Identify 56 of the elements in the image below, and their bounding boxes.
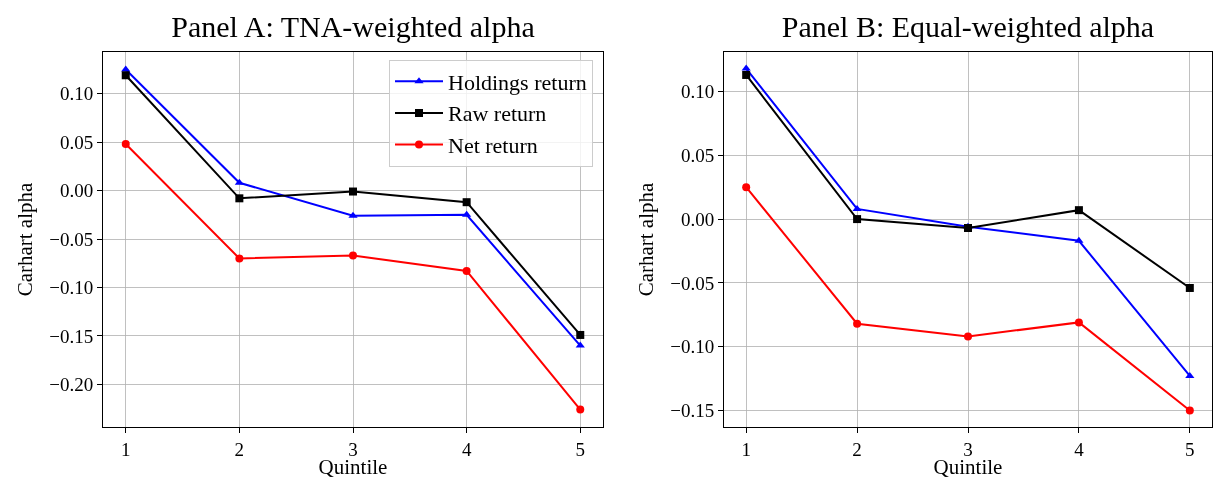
point [853,319,862,328]
x-tick-label: 2 [852,438,862,460]
y-tick-label: 0.05 [59,131,94,153]
point [1185,406,1194,415]
point [234,178,244,185]
point [235,194,244,203]
y-tick-label: 0.10 [680,81,715,103]
point [742,70,751,79]
point [349,251,357,260]
point [852,204,862,211]
point [1074,236,1084,243]
x-tick-label: 4 [461,438,472,460]
y-tick-label: 0.05 [680,144,715,166]
point [348,211,358,218]
y-tick-label: 0.00 [680,208,715,230]
legend-label: Holdings return [448,69,587,95]
point [349,187,357,196]
point [576,405,585,414]
point [741,64,751,71]
point [462,266,471,275]
x-tick-label: 2 [234,438,245,460]
x-tick-label: 5 [575,438,586,460]
point [121,140,130,149]
point [462,210,472,217]
y-tick-label: −0.05 [670,272,715,294]
x-tick-label: 4 [1074,438,1085,460]
chart-title: Panel B: Equal-weighted alpha [781,9,1155,43]
y-axis-title: Carhart alpha [13,181,38,297]
point [1185,371,1195,378]
y-tick-label: 0.00 [59,180,94,202]
y-tick-label: −0.15 [49,325,94,347]
point [1185,283,1194,292]
point [1074,318,1083,327]
y-axis-title: Carhart alpha [634,181,659,297]
legend-label: Net return [448,133,538,159]
point [235,254,244,263]
y-tick-label: −0.10 [49,277,94,299]
x-tick-label: 1 [741,438,751,460]
y-tick-label: 0.10 [59,83,94,105]
point [575,341,585,348]
y-tick-label: −0.20 [49,374,94,396]
point [121,71,130,80]
point [462,198,471,207]
point [1074,206,1083,215]
point [964,224,972,233]
chart-title: Panel A: TNA-weighted alpha [171,9,535,43]
point [576,330,585,339]
point [853,215,862,224]
point [964,332,972,341]
x-tick-label: 1 [120,438,131,460]
y-tick-label: −0.05 [49,228,94,250]
legend-label: Raw return [448,101,547,127]
y-tick-label: −0.10 [670,336,715,358]
point [742,183,751,192]
y-tick-label: −0.15 [670,400,715,422]
x-tick-label: 5 [1185,438,1195,460]
